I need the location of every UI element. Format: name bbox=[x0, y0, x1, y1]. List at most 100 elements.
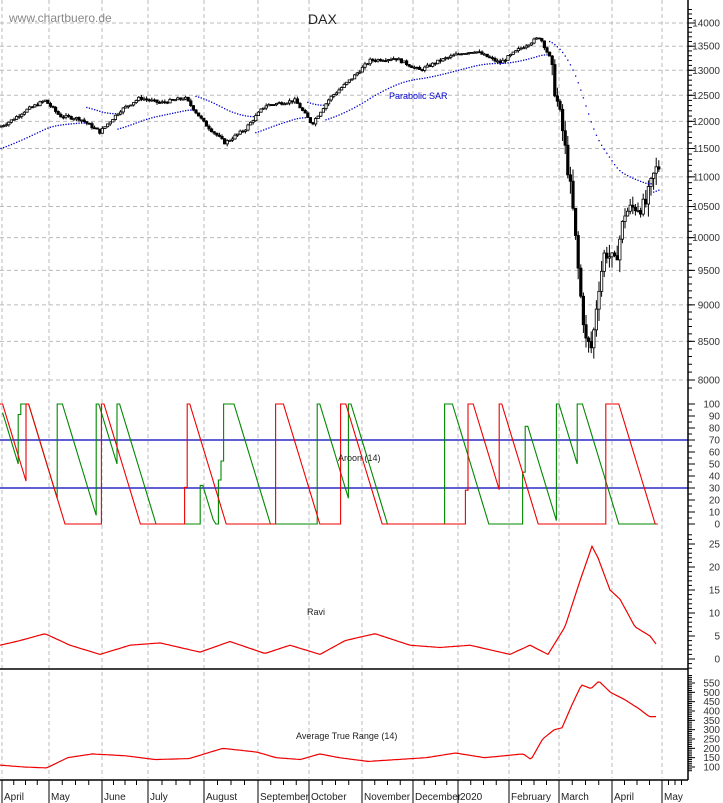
sar-dot bbox=[447, 72, 449, 74]
sar-dot bbox=[471, 66, 473, 68]
candle-up bbox=[326, 99, 331, 105]
sar-dot bbox=[190, 109, 192, 111]
y-tick-label: 25 bbox=[709, 540, 721, 551]
candle-up bbox=[386, 59, 391, 61]
sar-dot bbox=[551, 42, 553, 44]
candle-down bbox=[574, 207, 578, 236]
sar-dot bbox=[359, 104, 361, 106]
sar-dot bbox=[5, 145, 7, 148]
candle-up bbox=[391, 58, 396, 60]
candle-up bbox=[17, 115, 21, 118]
candle-down bbox=[241, 130, 245, 133]
candle-up bbox=[607, 256, 612, 259]
candle-up bbox=[376, 59, 380, 62]
candle-up bbox=[355, 72, 359, 76]
candle-down bbox=[54, 106, 58, 112]
sar-dot bbox=[96, 109, 98, 112]
sar-dot bbox=[122, 126, 124, 129]
candle-up bbox=[235, 133, 240, 136]
candle-up bbox=[345, 81, 349, 85]
sar-dot bbox=[580, 89, 582, 91]
candle-up bbox=[347, 79, 352, 83]
sar-dot bbox=[515, 61, 517, 63]
sar-dot bbox=[205, 99, 208, 101]
sar-dot bbox=[608, 156, 611, 158]
sar-dot bbox=[549, 40, 551, 43]
sar-dot bbox=[75, 122, 78, 125]
sar-dot bbox=[213, 102, 215, 105]
sar-dot bbox=[595, 134, 598, 136]
candle-down bbox=[209, 128, 214, 133]
sar-dot bbox=[463, 68, 465, 70]
y-tick-label: 11500 bbox=[693, 144, 721, 155]
candle-up bbox=[636, 210, 640, 212]
candle-down bbox=[186, 96, 190, 102]
sar-dot bbox=[135, 122, 137, 124]
sar-dot bbox=[296, 118, 299, 120]
candle-down bbox=[566, 144, 570, 176]
candle-up bbox=[111, 119, 115, 123]
sar-dot bbox=[242, 114, 244, 116]
y-tick-label: 20 bbox=[709, 563, 721, 574]
sar-dot bbox=[504, 62, 507, 64]
sar-dot bbox=[70, 123, 72, 125]
candle-up bbox=[121, 107, 125, 113]
candle-up bbox=[108, 121, 112, 125]
sar-dot bbox=[369, 97, 371, 100]
candle-down bbox=[490, 57, 495, 59]
sar-dot bbox=[125, 126, 127, 128]
sar-dot bbox=[338, 114, 340, 116]
candle-up bbox=[402, 60, 406, 64]
sar-dot bbox=[343, 112, 345, 114]
atr-label: Average True Range (14) bbox=[296, 731, 398, 741]
sar-dot bbox=[567, 59, 569, 61]
candle-up bbox=[334, 92, 339, 95]
sar-dot bbox=[538, 55, 540, 57]
candle-up bbox=[522, 47, 526, 50]
candle-down bbox=[157, 102, 162, 104]
sar-dot bbox=[211, 101, 213, 103]
sar-dot bbox=[450, 71, 452, 73]
sar-dot bbox=[117, 128, 119, 130]
candle-up bbox=[22, 111, 27, 115]
candle-down bbox=[540, 38, 544, 42]
candle-up bbox=[646, 186, 651, 205]
candle-down bbox=[633, 206, 638, 212]
y-tick-label: 12000 bbox=[692, 117, 720, 128]
sar-dot bbox=[348, 109, 351, 111]
candle-up bbox=[319, 111, 323, 117]
candle-down bbox=[589, 341, 593, 349]
sar-dot bbox=[8, 144, 10, 147]
candle-down bbox=[371, 58, 375, 61]
sar-dot bbox=[283, 121, 286, 124]
sar-dot bbox=[109, 112, 111, 115]
y-tick-label: 0 bbox=[714, 655, 720, 666]
price-panel bbox=[0, 37, 661, 359]
candle-up bbox=[243, 129, 247, 132]
candle-up bbox=[482, 53, 487, 56]
candle-down bbox=[553, 64, 557, 97]
sar-dot bbox=[107, 112, 109, 114]
sar-dot bbox=[247, 115, 249, 117]
sar-dot bbox=[556, 46, 559, 48]
candle-up bbox=[620, 221, 625, 240]
candle-up bbox=[652, 172, 656, 179]
candle-up bbox=[618, 238, 622, 261]
candle-up bbox=[626, 210, 630, 217]
aroon-label: Aroon (14) bbox=[338, 453, 381, 463]
sar-dot bbox=[413, 79, 416, 81]
sar-dot bbox=[237, 113, 239, 115]
sar-dot bbox=[65, 123, 67, 126]
x-month-label: April bbox=[614, 792, 634, 803]
candle-up bbox=[425, 64, 430, 68]
candle-down bbox=[456, 53, 461, 56]
candle-up bbox=[12, 118, 16, 121]
sar-dot bbox=[424, 77, 426, 79]
y-tick-label: 5 bbox=[714, 632, 720, 643]
candle-down bbox=[407, 64, 411, 67]
sar-dot bbox=[367, 99, 369, 101]
candle-up bbox=[293, 98, 297, 103]
candle-down bbox=[199, 115, 203, 119]
